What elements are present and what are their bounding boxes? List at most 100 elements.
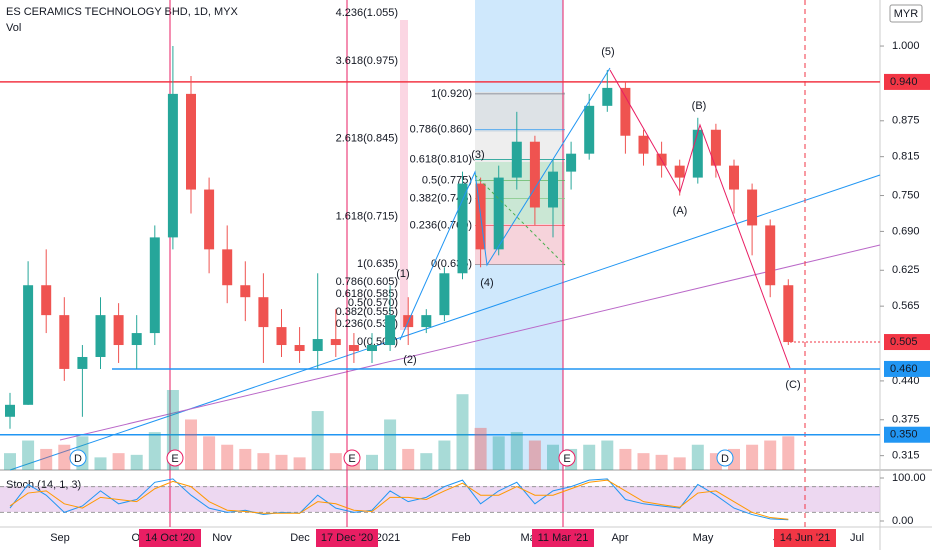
stoch-band — [0, 486, 880, 512]
y-tick-label: 0.315 — [892, 450, 920, 462]
candle-body — [529, 141, 540, 208]
candle-body — [41, 285, 52, 316]
x-tick-label: Dec — [290, 532, 310, 544]
volume-bar — [239, 448, 252, 470]
volume-bar — [257, 453, 270, 470]
volume-bar — [619, 448, 632, 470]
wave-line — [399, 67, 611, 341]
x-tick-label: Jul — [850, 532, 864, 544]
event-marker — [343, 449, 361, 467]
volume-bar — [329, 453, 342, 470]
candle-body — [113, 315, 124, 346]
candle-body — [602, 87, 613, 106]
candle-body — [421, 315, 432, 328]
currency-box[interactable] — [889, 4, 923, 23]
fib-label: 2.618(0.845) — [336, 133, 398, 145]
candle-body — [77, 356, 88, 369]
date-badge-label: 11 Mar '21 — [538, 532, 589, 544]
candle-body — [439, 273, 450, 316]
volume-bar — [275, 454, 288, 470]
candle-body — [294, 345, 305, 352]
candle-body — [149, 237, 160, 334]
volume-bar — [94, 457, 107, 470]
y-tick-label: 0.690 — [892, 225, 920, 237]
candle-body — [23, 285, 34, 405]
volume-bar — [311, 411, 324, 470]
trendline — [59, 244, 881, 441]
currency[interactable]: MYR — [894, 8, 919, 20]
stoch-line — [9, 479, 789, 520]
fib-zone — [475, 92, 565, 132]
wave-label: (4) — [480, 277, 493, 289]
x-tick-label: Sep — [50, 532, 70, 544]
fib-label: 4.236(1.055) — [336, 7, 398, 19]
volume-bar — [402, 448, 415, 470]
stoch-line — [9, 478, 789, 521]
fib-label: 1.618(0.715) — [336, 210, 398, 222]
wave-label: (A) — [673, 205, 688, 217]
stoch-tick-label: 100.00 — [892, 472, 926, 484]
wave-label: (5) — [601, 46, 614, 58]
volume-bar — [420, 453, 433, 470]
event-label: E — [348, 453, 355, 465]
date-badge-label: 14 Jun '21 — [780, 532, 830, 544]
y-tick-label: 0.875 — [892, 115, 920, 127]
candle-body — [167, 93, 178, 238]
fib-label: 0.618(0.810) — [410, 154, 472, 166]
candle-body — [584, 105, 595, 154]
volume-bar — [366, 454, 378, 470]
candle-body — [511, 141, 522, 178]
candle-body — [312, 339, 323, 352]
volume-bar — [510, 432, 523, 470]
volume-bar — [384, 419, 397, 470]
level-label: 0.350 — [890, 429, 918, 441]
candle-body — [131, 333, 142, 346]
volume-bar — [293, 457, 306, 470]
level-label: 0.940 — [890, 76, 918, 88]
fib-column — [400, 20, 408, 330]
candle-body — [710, 129, 721, 166]
trendline — [9, 174, 881, 471]
candle-body — [222, 249, 233, 286]
level-badge — [884, 334, 930, 351]
fib-label: 0.618(0.585) — [336, 288, 398, 300]
event-marker — [166, 449, 184, 467]
candle-body — [186, 93, 196, 190]
volume-bar — [40, 448, 53, 470]
wave-label: (2) — [403, 354, 416, 366]
candle-body — [747, 189, 758, 226]
y-tick-label: 0.815 — [892, 151, 920, 163]
fib-label: 0.786(0.605) — [336, 276, 398, 288]
stoch-tick-label: 0.00 — [892, 515, 913, 527]
volume-bar — [528, 440, 541, 470]
fib-label: 0.382(0.745) — [410, 192, 472, 204]
level-badge — [884, 73, 930, 90]
fib-label: 0.786(0.860) — [410, 124, 472, 136]
volume-bar — [456, 394, 469, 470]
date-badge-label: 14 Oct '20 — [145, 532, 195, 544]
candle-body — [729, 165, 739, 190]
wave-label: (1) — [396, 268, 409, 280]
candle-body — [457, 183, 468, 274]
y-tick-label: 1.000 — [892, 40, 920, 52]
level-label: 0.460 — [890, 363, 918, 375]
candle-body — [95, 315, 106, 357]
volume-bar — [601, 440, 614, 470]
level-label: 0.505 — [890, 336, 918, 348]
fib-label: 1(0.635) — [357, 258, 398, 270]
fib-label: 0.5(0.775) — [422, 174, 472, 186]
volume-bar — [691, 444, 704, 470]
candle-body — [276, 327, 287, 346]
candle-body — [620, 87, 631, 136]
volume-bar — [637, 453, 650, 470]
volume-bar — [185, 419, 197, 470]
event-marker — [69, 449, 87, 467]
fib-label: 0.236(0.535) — [336, 318, 398, 330]
candle-body — [385, 315, 396, 346]
x-tick-label: 2021 — [376, 532, 400, 544]
y-tick-label: 0.375 — [892, 414, 920, 426]
volume-bar — [22, 440, 35, 470]
volume-bar — [782, 436, 795, 470]
candle-body — [674, 165, 685, 178]
